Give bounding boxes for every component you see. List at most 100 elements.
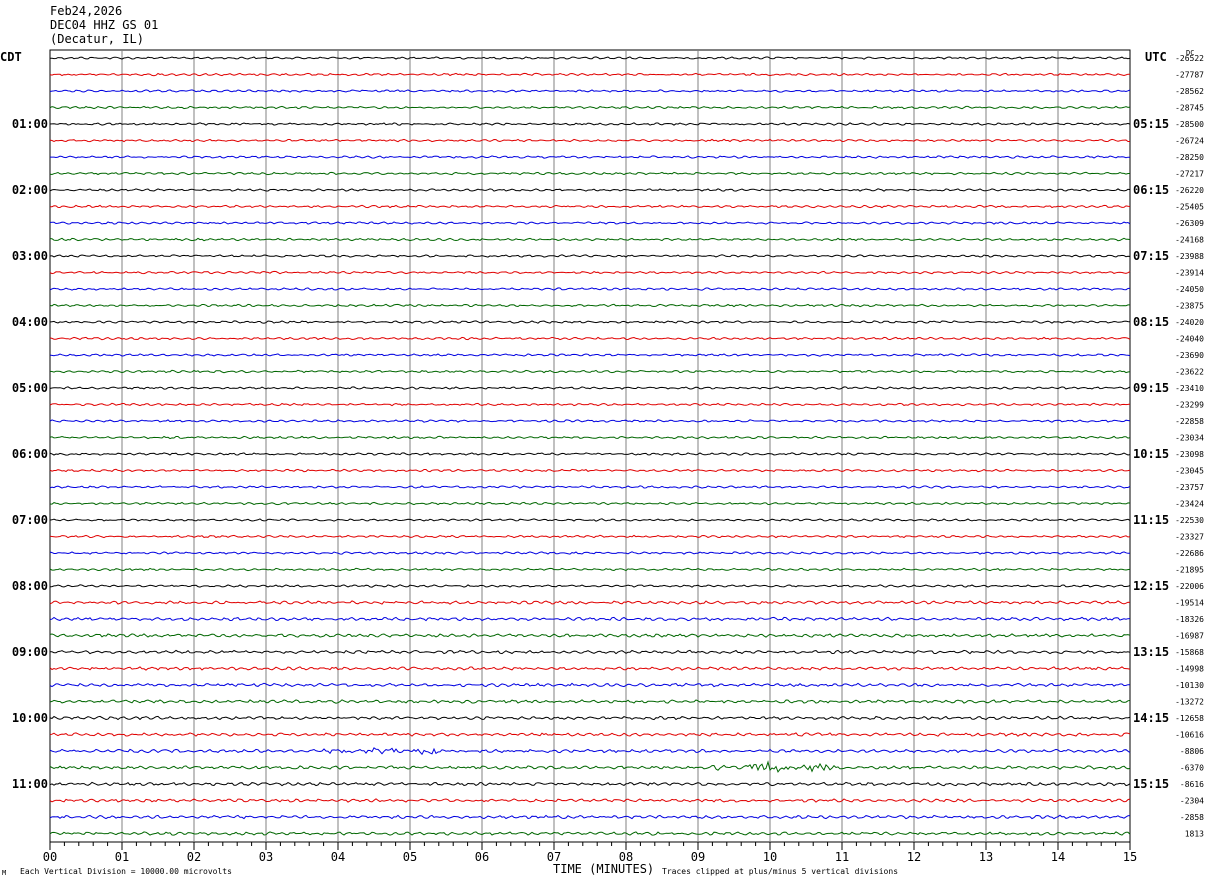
dc-offset-value: -28562 bbox=[1175, 87, 1204, 96]
dc-offset-value: -14998 bbox=[1175, 665, 1204, 674]
utc-hour-label: 14:15 bbox=[1133, 711, 1169, 725]
cdt-hour-label: 03:00 bbox=[12, 249, 48, 263]
trace-row bbox=[49, 254, 1131, 258]
dc-offset-value: -23045 bbox=[1175, 467, 1204, 476]
trace-row bbox=[49, 402, 1131, 407]
dc-offset-value: -26724 bbox=[1175, 137, 1204, 146]
trace-row bbox=[49, 682, 1131, 688]
dc-offset-value: -23299 bbox=[1175, 401, 1204, 410]
dc-offset-value: -16987 bbox=[1175, 632, 1204, 641]
dc-offset-value: -2858 bbox=[1180, 813, 1204, 822]
trace-row bbox=[49, 831, 1131, 836]
left-timezone-label: CDT bbox=[0, 50, 22, 64]
dc-offset-value: -28745 bbox=[1175, 104, 1204, 113]
x-tick-label: 11 bbox=[835, 850, 849, 864]
x-tick-label: 10 bbox=[763, 850, 777, 864]
dc-offset-value: -18326 bbox=[1175, 615, 1204, 624]
trace-row bbox=[49, 138, 1130, 143]
trace-row bbox=[49, 518, 1131, 522]
cdt-hour-label: 07:00 bbox=[12, 513, 48, 527]
dc-offset-value: -26309 bbox=[1175, 219, 1204, 228]
trace-row bbox=[49, 386, 1131, 390]
utc-hour-label: 11:15 bbox=[1133, 513, 1169, 527]
dc-offset-value: -23914 bbox=[1175, 269, 1204, 278]
x-tick-label: 02 bbox=[187, 850, 201, 864]
plot-frame bbox=[49, 49, 1131, 843]
utc-hour-label: 13:15 bbox=[1133, 645, 1169, 659]
dc-offset-value: -23757 bbox=[1175, 483, 1204, 492]
dc-offset-value: -2304 bbox=[1180, 797, 1204, 806]
trace-row bbox=[49, 105, 1131, 110]
trace-row bbox=[49, 468, 1131, 473]
right-timezone-label: UTC bbox=[1145, 50, 1167, 64]
utc-hour-label: 06:15 bbox=[1133, 183, 1169, 197]
clipping-note: Traces clipped at plus/minus 5 vertical … bbox=[662, 867, 899, 876]
trace-row bbox=[49, 715, 1131, 721]
trace-row bbox=[49, 122, 1131, 126]
vertical-division-note: Each Vertical Division = 10000.00 microv… bbox=[20, 867, 232, 876]
trace-row bbox=[49, 732, 1131, 737]
trace-row bbox=[49, 369, 1131, 374]
trace-row bbox=[49, 567, 1131, 572]
x-tick-label: 05 bbox=[403, 850, 417, 864]
dc-offset-value: -6370 bbox=[1180, 764, 1204, 773]
x-tick-label: 07 bbox=[547, 850, 561, 864]
trace-row bbox=[49, 798, 1131, 803]
dc-offset-value: -12658 bbox=[1175, 714, 1204, 723]
trace-row bbox=[49, 303, 1130, 308]
dc-offset-value: -24168 bbox=[1175, 236, 1204, 245]
x-tick-label: 09 bbox=[691, 850, 705, 864]
trace-row bbox=[49, 188, 1131, 192]
trace-row bbox=[49, 814, 1131, 820]
dc-offset-value: -23410 bbox=[1175, 384, 1204, 393]
dc-offset-value: -23988 bbox=[1175, 252, 1204, 261]
x-axis-label: TIME (MINUTES) bbox=[553, 862, 655, 876]
cdt-hour-label: 04:00 bbox=[12, 315, 48, 329]
trace-row bbox=[49, 760, 1131, 773]
station-code: DEC04 HHZ GS 01 bbox=[50, 18, 159, 32]
x-tick-label: 03 bbox=[259, 850, 273, 864]
trace-row bbox=[49, 320, 1131, 324]
trace-row bbox=[49, 534, 1131, 539]
utc-hour-label: 09:15 bbox=[1133, 381, 1169, 395]
dc-offset-value: -21895 bbox=[1175, 566, 1204, 575]
cdt-hour-label: 01:00 bbox=[12, 117, 48, 131]
trace-row bbox=[49, 584, 1131, 588]
trace-row bbox=[49, 666, 1131, 671]
x-tick-label: 14 bbox=[1051, 850, 1065, 864]
trace-row bbox=[49, 747, 1131, 756]
dc-offset-value: -23875 bbox=[1175, 302, 1204, 311]
dc-offset-value: -25405 bbox=[1175, 203, 1204, 212]
cdt-hour-label: 06:00 bbox=[12, 447, 48, 461]
dc-offset-value: -26220 bbox=[1175, 186, 1204, 195]
trace-row bbox=[50, 649, 1131, 655]
trace-row bbox=[49, 616, 1131, 622]
dc-offset-value: -23098 bbox=[1175, 450, 1204, 459]
trace-row bbox=[49, 221, 1131, 225]
dc-offset-value: -24040 bbox=[1175, 335, 1204, 344]
dc-offset-value: -22858 bbox=[1175, 417, 1204, 426]
utc-hour-label: 08:15 bbox=[1133, 315, 1169, 329]
cdt-hour-label: 09:00 bbox=[12, 645, 48, 659]
trace-row bbox=[49, 171, 1130, 176]
dc-offset-value: -27217 bbox=[1175, 170, 1204, 179]
x-tick-label: 01 bbox=[115, 850, 129, 864]
trace-row bbox=[49, 600, 1131, 605]
cdt-hour-label: 08:00 bbox=[12, 579, 48, 593]
trace-row bbox=[49, 485, 1131, 489]
dc-offset-value: -24020 bbox=[1175, 318, 1204, 327]
x-tick-label: 06 bbox=[475, 850, 489, 864]
trace-row bbox=[49, 699, 1131, 704]
x-tick-label: 13 bbox=[979, 850, 993, 864]
utc-hour-label: 15:15 bbox=[1133, 777, 1169, 791]
dc-offset-value: -22686 bbox=[1175, 549, 1204, 558]
dc-offset-value: -13272 bbox=[1175, 698, 1204, 707]
dc-offset-value: -24050 bbox=[1175, 285, 1204, 294]
trace-row bbox=[49, 287, 1131, 291]
dc-offset-value: -8806 bbox=[1180, 747, 1204, 756]
utc-hour-label: 12:15 bbox=[1133, 579, 1169, 593]
dc-offset-value: -23327 bbox=[1175, 533, 1204, 542]
trace-row bbox=[49, 72, 1130, 77]
dc-offset-value: -26522 bbox=[1175, 54, 1204, 63]
